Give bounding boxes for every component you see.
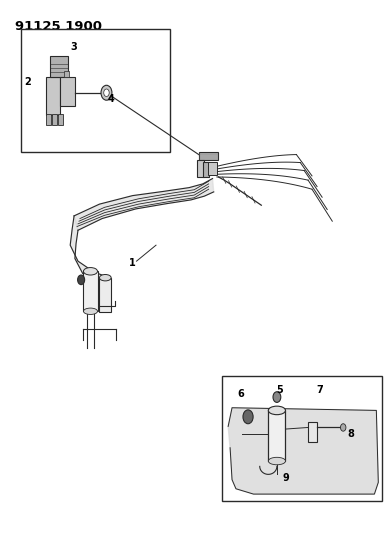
- Text: 6: 6: [238, 390, 245, 399]
- Bar: [222, 376, 382, 501]
- Polygon shape: [74, 179, 214, 230]
- Text: 5: 5: [277, 385, 284, 395]
- Bar: [58, 114, 63, 125]
- Bar: [268, 410, 285, 461]
- Bar: [208, 162, 217, 175]
- Text: 2: 2: [24, 77, 31, 86]
- Bar: [308, 422, 317, 442]
- Circle shape: [340, 424, 346, 431]
- Bar: [21, 29, 170, 152]
- Circle shape: [101, 85, 112, 100]
- Bar: [46, 114, 51, 125]
- Bar: [52, 114, 57, 125]
- Bar: [197, 160, 204, 177]
- Bar: [83, 271, 98, 311]
- Bar: [50, 56, 68, 77]
- Circle shape: [243, 410, 253, 424]
- Bar: [64, 71, 69, 77]
- Polygon shape: [199, 152, 218, 160]
- Ellipse shape: [268, 406, 285, 415]
- Ellipse shape: [268, 457, 285, 465]
- Bar: [60, 77, 75, 106]
- Text: 9: 9: [282, 473, 289, 483]
- Text: 91125 1900: 91125 1900: [15, 20, 102, 33]
- Text: 4: 4: [108, 94, 115, 103]
- Polygon shape: [70, 216, 106, 288]
- Text: 1: 1: [129, 258, 136, 268]
- Ellipse shape: [83, 268, 98, 275]
- Circle shape: [78, 275, 85, 285]
- Text: 7: 7: [316, 385, 323, 395]
- Circle shape: [273, 392, 281, 402]
- Circle shape: [104, 89, 109, 96]
- Text: 8: 8: [347, 430, 355, 439]
- Bar: [46, 77, 60, 115]
- Ellipse shape: [83, 308, 98, 314]
- Text: 3: 3: [70, 42, 77, 52]
- Ellipse shape: [99, 274, 111, 281]
- Polygon shape: [228, 408, 378, 494]
- Bar: [203, 162, 209, 177]
- Bar: [99, 278, 111, 312]
